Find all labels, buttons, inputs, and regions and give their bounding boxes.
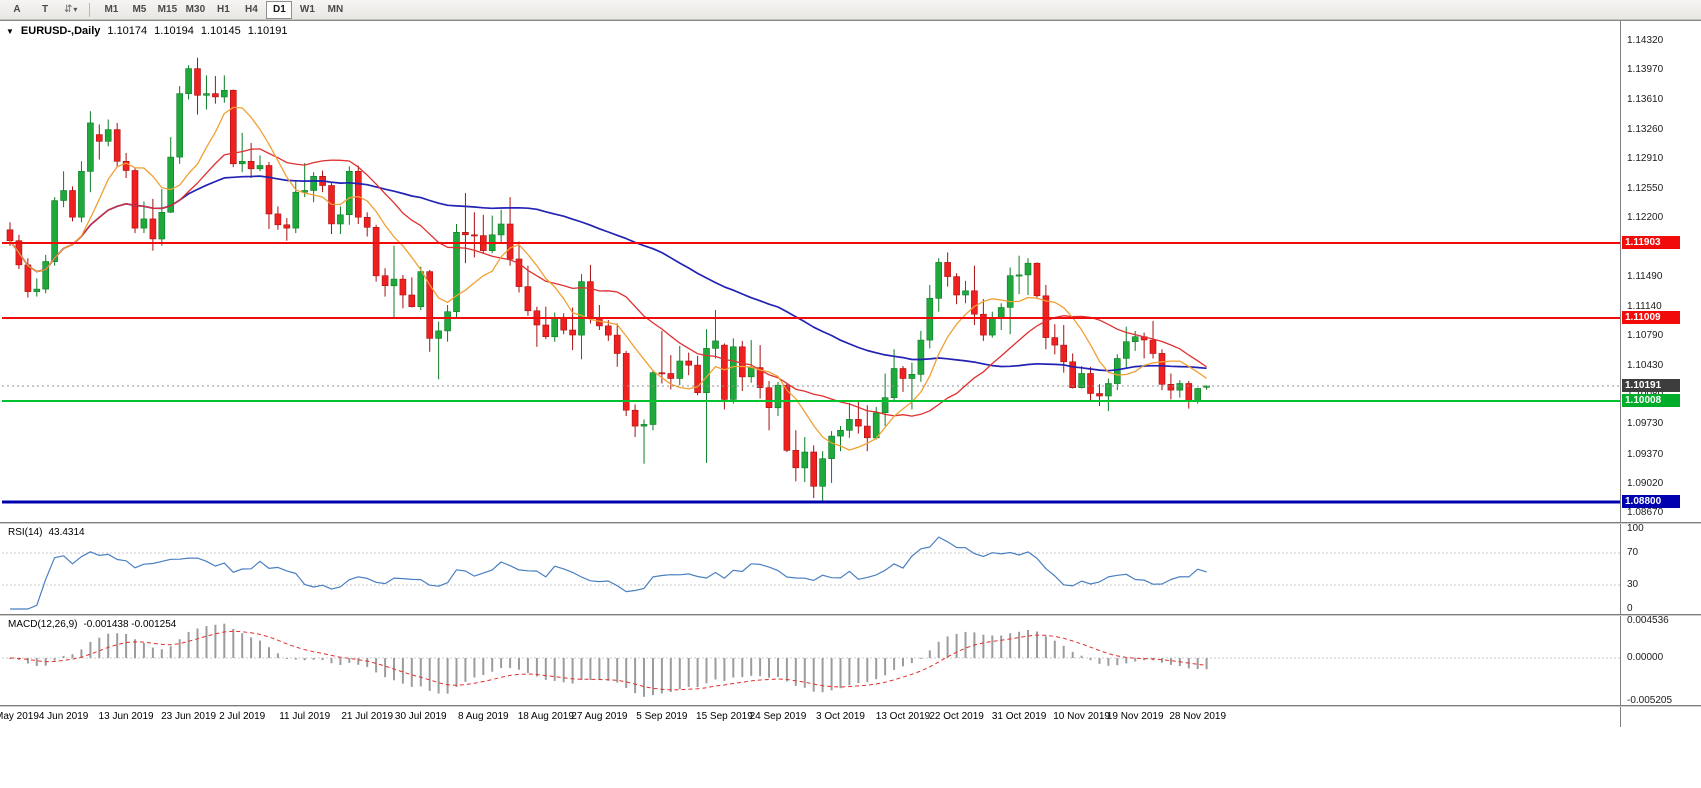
time-axis-label: 4 Jun 2019 xyxy=(38,711,89,722)
price-axis-label: 1.09730 xyxy=(1627,418,1664,430)
time-axis-label: 8 Aug 2019 xyxy=(457,711,509,722)
price-axis-label: 1.12910 xyxy=(1627,152,1664,164)
price-axis-label: 1.13610 xyxy=(1627,94,1664,106)
time-axis-label: 26 May 2019 xyxy=(0,711,39,722)
macd-indicator-label: MACD(12,26,9) -0.001438 -0.001254 xyxy=(8,619,176,630)
toolbar-separator xyxy=(89,2,91,17)
chevron-down-icon: ▾ xyxy=(73,5,78,14)
rsi-name: RSI(14) xyxy=(8,527,43,538)
time-axis-label: 30 Jul 2019 xyxy=(394,711,447,722)
time-axis-label: 2 Jul 2019 xyxy=(219,711,266,722)
hline-price-tag: 1.08800 xyxy=(1622,495,1680,509)
price-axis: 1.14320 1.13970 1.13610 1.13260 1.12910 1.125… xyxy=(1620,21,1701,727)
chart-symbol-period: EURUSD-,Daily xyxy=(20,25,101,37)
hline-price-tag: 1.11009 xyxy=(1622,310,1680,324)
time-axis-label: 27 Aug 2019 xyxy=(571,711,628,722)
macd-axis-label: 0.00000 xyxy=(1627,652,1664,663)
price-axis-label: 1.11140 xyxy=(1627,300,1662,312)
current-price-tag: 1.10191 xyxy=(1622,378,1680,392)
time-axis-label: 10 Nov 2019 xyxy=(1053,711,1110,722)
timeframe-button-m30[interactable]: M30 xyxy=(185,4,206,15)
time-axis-label: 5 Sep 2019 xyxy=(636,711,688,722)
rsi-axis-label: 100 xyxy=(1627,523,1644,534)
time-axis-label: 11 Jul 2019 xyxy=(279,711,331,722)
price-axis-label: 1.09370 xyxy=(1627,448,1664,460)
time-axis-label: 13 Oct 2019 xyxy=(875,711,931,722)
price-axis-label: 1.12200 xyxy=(1627,212,1664,224)
timeframe-button-h1[interactable]: H1 xyxy=(217,4,230,15)
chart-header: ▼ EURUSD-,Daily 1.10174 1.10194 1.10145 … xyxy=(6,25,287,37)
price-axis-label: 1.09020 xyxy=(1627,477,1664,489)
timeframe-button-m15[interactable]: M15 xyxy=(157,4,178,15)
toolbar-dropdown-button[interactable]: ⇵ ▾ xyxy=(60,2,81,18)
hline-price-tag: 1.11903 xyxy=(1622,235,1680,249)
timeframe-button-h4[interactable]: H4 xyxy=(245,4,258,15)
price-axis-label: 1.14320 xyxy=(1627,35,1664,46)
price-axis-label: 1.08670 xyxy=(1627,507,1664,518)
macd-axis-label: -0.005205 xyxy=(1627,694,1673,706)
time-axis-label: 21 Jul 2019 xyxy=(341,711,394,722)
macd-axis-label: 0.004536 xyxy=(1627,614,1669,626)
rsi-indicator-label: RSI(14) 43.4314 xyxy=(8,527,85,538)
timeframe-button-m5[interactable]: M5 xyxy=(132,4,147,15)
time-axis-label: 19 Nov 2019 xyxy=(1106,711,1164,722)
macd-name: MACD(12,26,9) xyxy=(8,619,78,630)
time-axis-label: 3 Oct 2019 xyxy=(816,711,865,722)
time-axis-label: 23 Jun 2019 xyxy=(161,711,217,722)
ohlc-low: 1.10145 xyxy=(200,25,241,37)
arrows-icon: ⇵ xyxy=(64,4,73,15)
ohlc-high: 1.10194 xyxy=(154,25,194,37)
chart-menu-icon[interactable]: ▼ xyxy=(6,26,14,36)
text-tool-button[interactable]: T xyxy=(41,4,49,15)
timeframe-button-d1[interactable]: D1 xyxy=(266,0,293,19)
macd-values: -0.001438 -0.001254 xyxy=(83,619,177,630)
timeframe-button-mn[interactable]: MN xyxy=(327,4,344,15)
time-axis-label: 15 Sep 2019 xyxy=(696,711,753,722)
time-axis-label: 28 Nov 2019 xyxy=(1169,711,1227,722)
time-axis-label: 31 Oct 2019 xyxy=(991,711,1047,722)
rsi-axis-label: 30 xyxy=(1627,579,1639,590)
price-axis-label: 1.10430 xyxy=(1627,359,1664,371)
price-axis-label: 1.11490 xyxy=(1627,271,1663,283)
price-axis-label: 1.10790 xyxy=(1627,329,1664,341)
rsi-value: 43.4314 xyxy=(48,527,85,538)
timeframe-button-w1[interactable]: W1 xyxy=(299,4,315,15)
timeframe-button-m1[interactable]: M1 xyxy=(104,4,119,15)
hline-price-tag: 1.10008 xyxy=(1622,394,1680,408)
panel-splitter-macd[interactable] xyxy=(0,614,1701,616)
rsi-axis-label: 0 xyxy=(1627,603,1633,614)
rsi-axis-label: 70 xyxy=(1627,547,1639,558)
price-axis-label: 1.13970 xyxy=(1627,64,1664,76)
time-axis-label: 13 Jun 2019 xyxy=(98,711,154,722)
time-axis-label: 24 Sep 2019 xyxy=(749,711,807,722)
price-axis-label: 1.13260 xyxy=(1627,123,1664,135)
time-axis-label: 22 Oct 2019 xyxy=(929,711,984,722)
timeframe-button-group: M1 M5 M15 M30 H1 H4 D1 W1 MN xyxy=(98,0,348,19)
price-axis-label: 1.12550 xyxy=(1627,182,1664,194)
panel-splitter-timeaxis xyxy=(0,705,1701,707)
time-axis-label: 18 Aug 2019 xyxy=(517,711,574,722)
panel-splitter-rsi[interactable] xyxy=(0,522,1701,524)
ohlc-open: 1.10174 xyxy=(107,25,148,37)
arrow-tool-button[interactable]: A xyxy=(13,4,21,15)
chart-canvas[interactable] xyxy=(2,21,1620,727)
ohlc-close: 1.10191 xyxy=(247,25,288,37)
chart-workspace[interactable]: ▼ EURUSD-,Daily 1.10174 1.10194 1.10145 … xyxy=(0,20,1701,788)
